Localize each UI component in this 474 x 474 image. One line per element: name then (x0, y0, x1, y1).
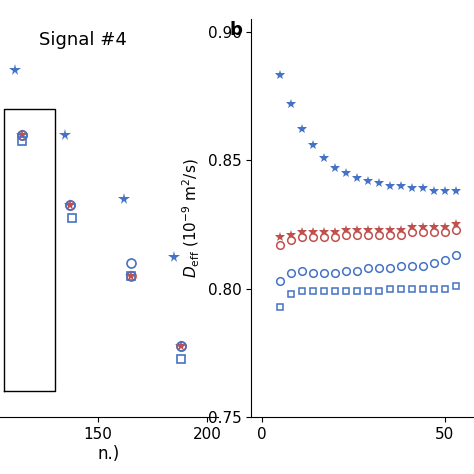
X-axis label: n.): n.) (98, 445, 120, 463)
Text: Signal #4: Signal #4 (39, 31, 127, 49)
Y-axis label: $D_\mathrm{eff}$ (10$^{-9}$ m$^2$/s): $D_\mathrm{eff}$ (10$^{-9}$ m$^2$/s) (181, 158, 202, 278)
Text: b: b (230, 21, 243, 39)
